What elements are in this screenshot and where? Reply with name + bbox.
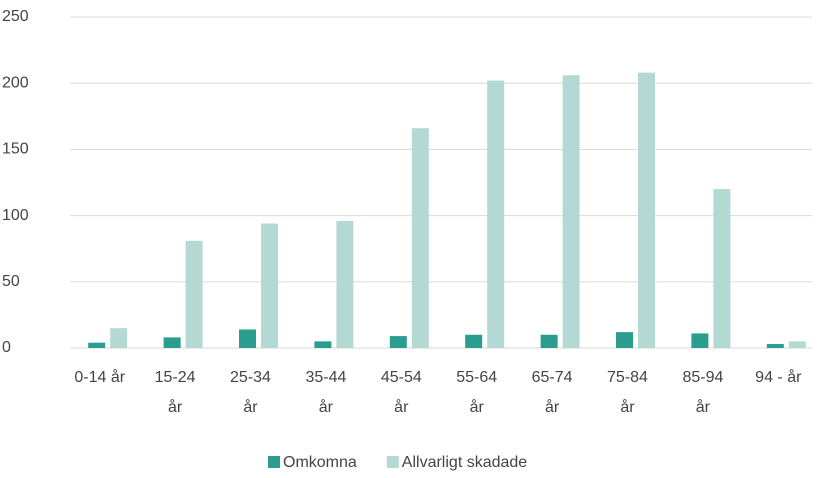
legend-swatch — [386, 456, 399, 468]
bar — [261, 223, 278, 348]
bar — [766, 344, 784, 348]
x-tick-label: 85-94 år — [682, 369, 723, 416]
bar — [465, 334, 483, 348]
bar — [562, 75, 580, 349]
bar — [88, 342, 106, 348]
bar — [389, 336, 407, 348]
bar — [616, 332, 633, 348]
x-tick-label: 25-34 år — [230, 369, 271, 416]
bar — [239, 329, 256, 348]
legend-swatch — [268, 456, 280, 468]
x-tick-label: 35-44 år — [305, 369, 346, 416]
y-tick-label: 200 — [2, 74, 29, 91]
bar — [487, 80, 505, 348]
bar — [638, 72, 655, 348]
bar — [540, 334, 558, 348]
x-tick-label: 0-14 år — [74, 368, 125, 386]
y-tick-label: 150 — [2, 141, 29, 158]
bar — [691, 333, 709, 348]
bar — [314, 341, 332, 348]
x-tick-label: 55-64 år — [456, 369, 497, 416]
y-tick-label: 0 — [2, 339, 11, 356]
bar — [110, 328, 128, 348]
bar — [185, 240, 203, 348]
y-tick-label: 100 — [2, 207, 29, 224]
x-tick-label: 65-74 år — [532, 369, 573, 416]
y-tick-label: 50 — [2, 273, 20, 290]
x-tick-label: 45-54 år — [381, 369, 422, 416]
x-tick-label: 75-84 år — [607, 369, 648, 416]
y-tick-label: 250 — [2, 8, 29, 25]
bar — [163, 337, 181, 348]
bar — [788, 341, 806, 348]
legend-label: Omkomna — [283, 454, 357, 471]
x-tick-label: 94 - år — [755, 368, 802, 386]
bar — [411, 128, 429, 348]
bar — [713, 189, 731, 348]
bar — [336, 220, 354, 348]
x-tick-label: 15-24 år — [155, 369, 196, 416]
legend-label: Allvarligt skadade — [402, 454, 528, 471]
